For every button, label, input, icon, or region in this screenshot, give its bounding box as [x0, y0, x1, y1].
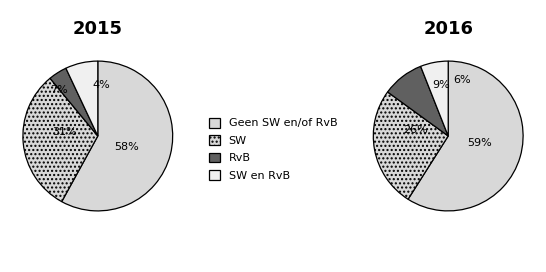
Text: 31%: 31%: [52, 127, 76, 137]
Wedge shape: [66, 61, 98, 136]
Legend: Geen SW en/of RvB, SW, RvB, SW en RvB: Geen SW en/of RvB, SW, RvB, SW en RvB: [209, 118, 337, 181]
Text: 9%: 9%: [432, 80, 449, 90]
Wedge shape: [420, 61, 448, 136]
Title: 2015: 2015: [73, 20, 123, 38]
Wedge shape: [388, 66, 448, 136]
Wedge shape: [50, 68, 98, 136]
Text: 4%: 4%: [93, 80, 110, 90]
Text: 26%: 26%: [403, 125, 428, 135]
Text: 59%: 59%: [467, 138, 492, 149]
Wedge shape: [23, 78, 98, 202]
Title: 2016: 2016: [423, 20, 473, 38]
Wedge shape: [408, 61, 523, 211]
Wedge shape: [62, 61, 173, 211]
Text: 58%: 58%: [114, 142, 139, 152]
Text: 6%: 6%: [453, 75, 471, 85]
Text: 7%: 7%: [50, 85, 68, 95]
Wedge shape: [373, 92, 448, 199]
